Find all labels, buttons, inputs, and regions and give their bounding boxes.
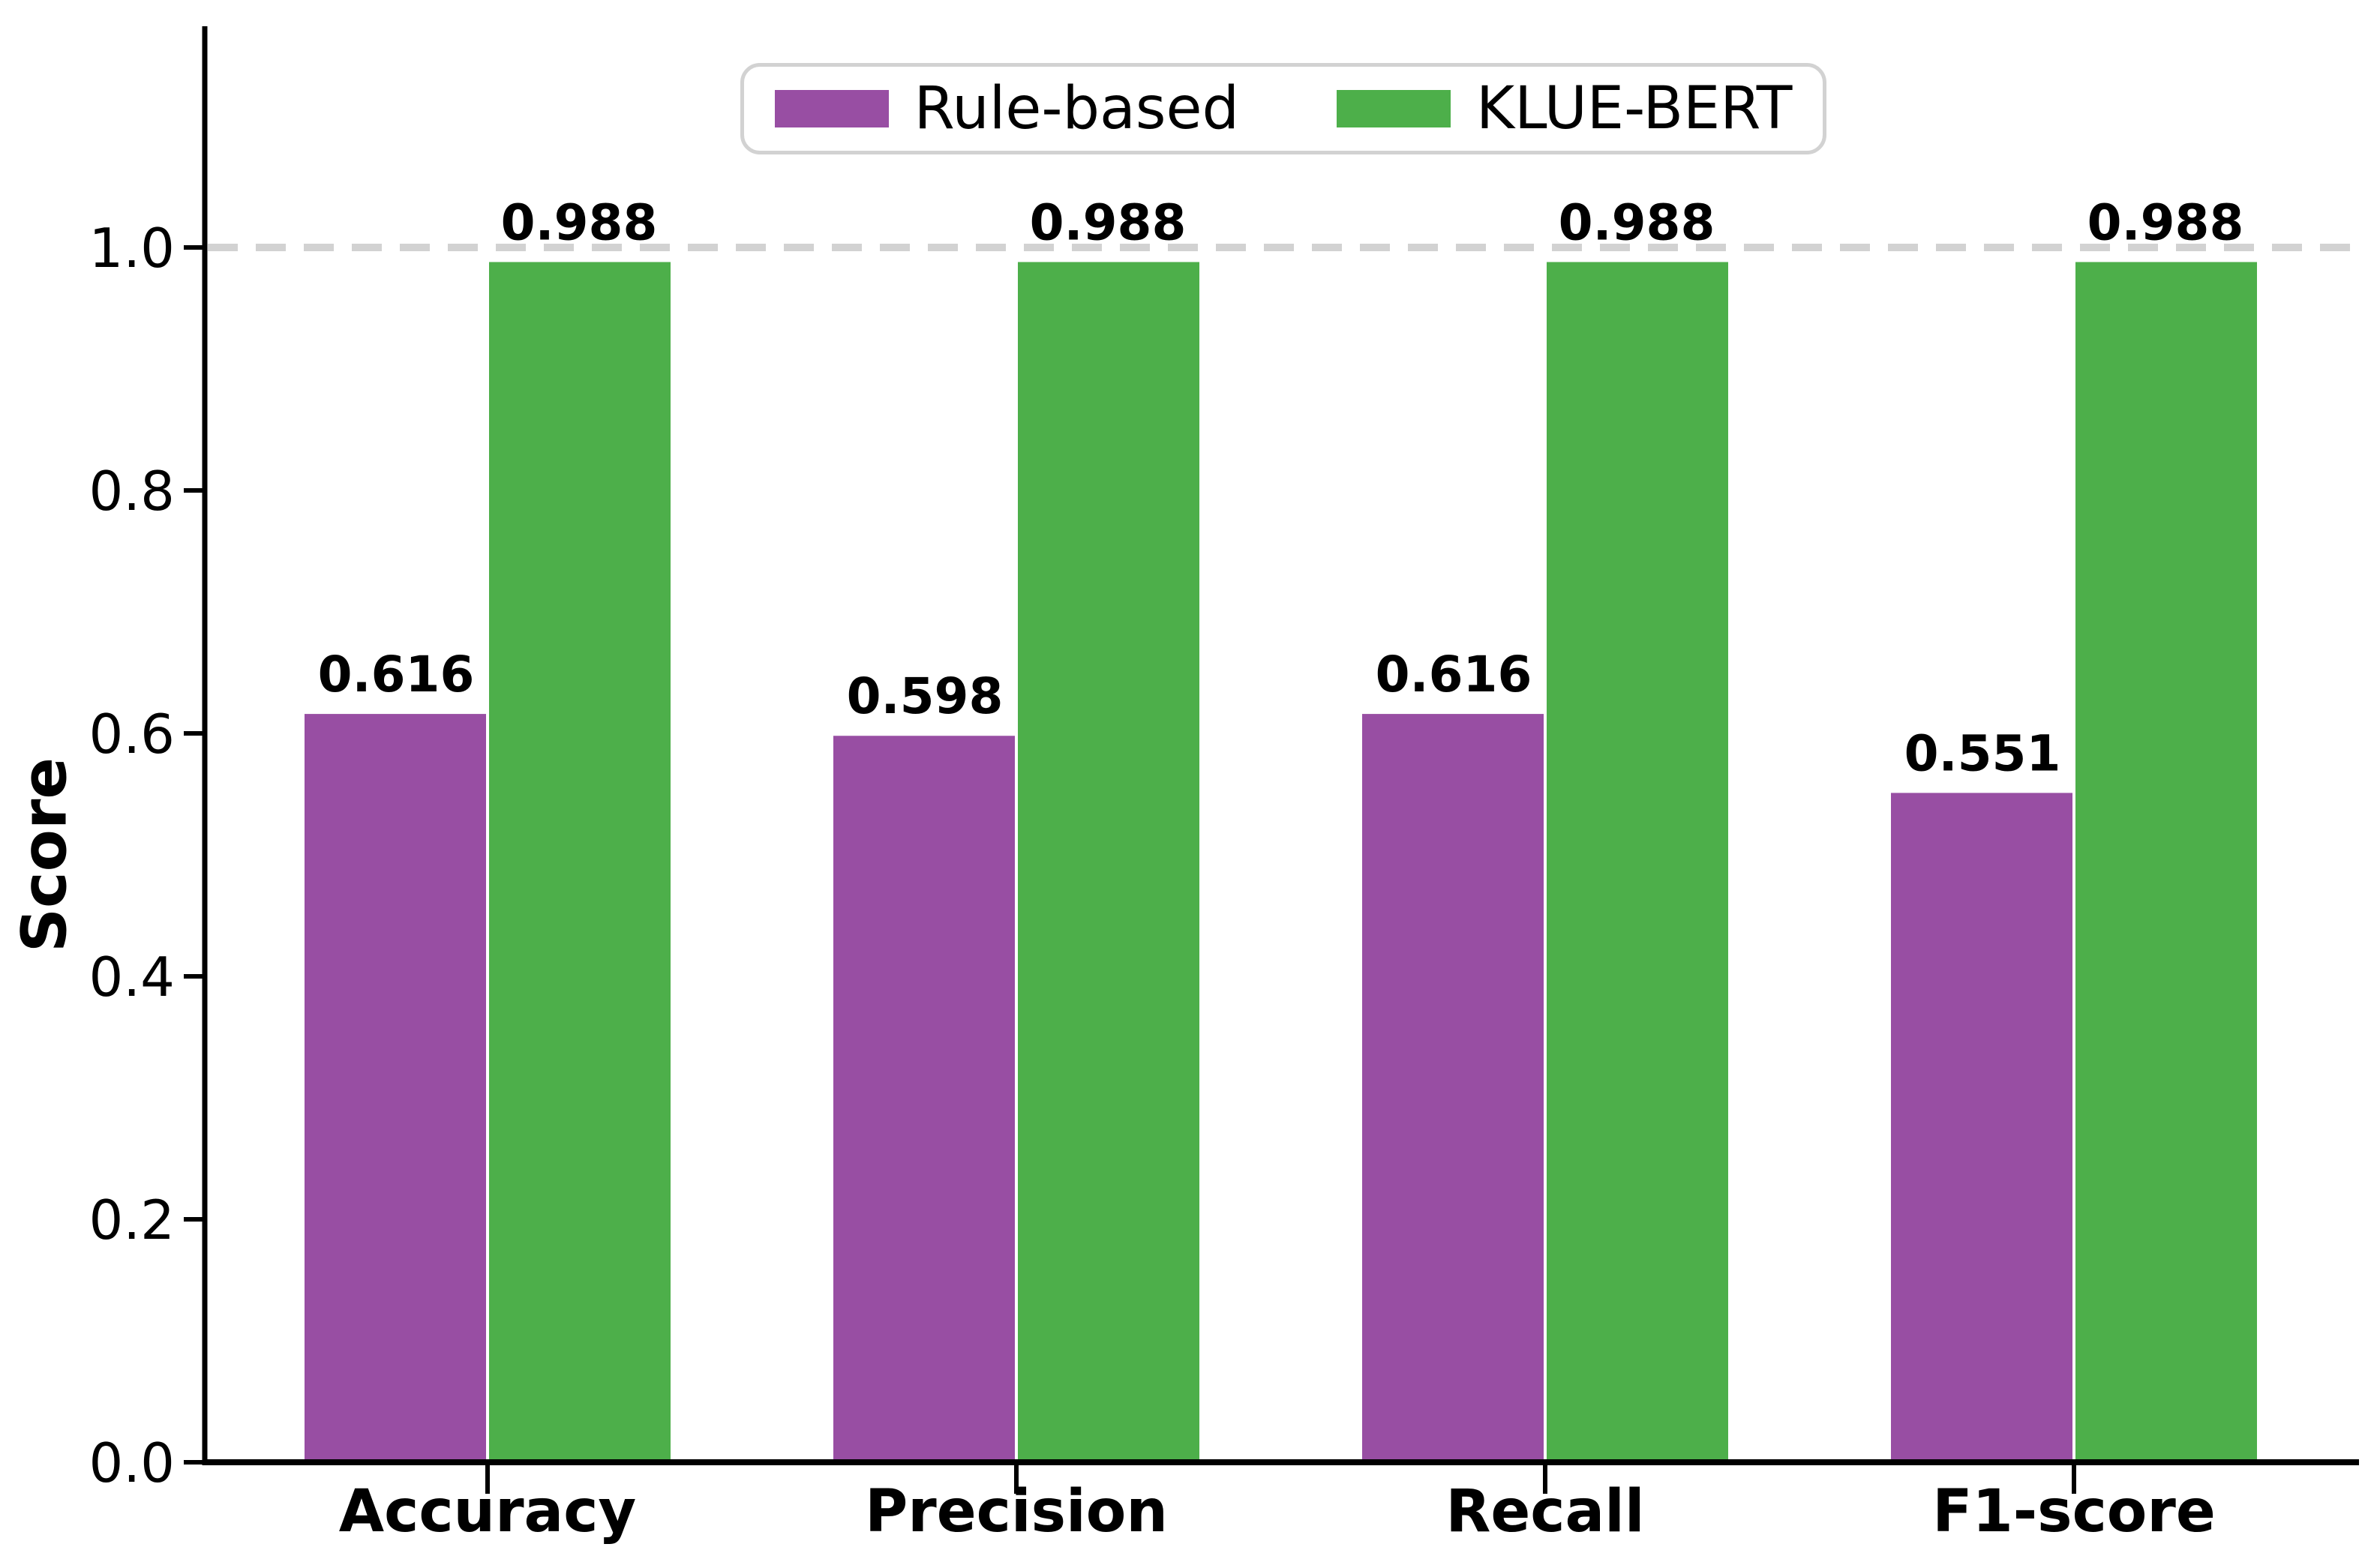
- bar-rule-based-accuracy: [305, 714, 486, 1462]
- y-tick-label: 0.8: [89, 460, 175, 523]
- legend: Rule-based KLUE-BERT: [740, 63, 1826, 154]
- bar-rule-based-precision: [833, 736, 1015, 1462]
- legend-item-rule-based: Rule-based: [774, 75, 1239, 142]
- value-label-rule-based-recall: 0.616: [1376, 646, 1532, 703]
- x-tick-label-f1-score: F1-score: [1932, 1478, 2216, 1546]
- value-label-klue-bert-f1-score: 0.988: [2087, 193, 2244, 251]
- legend-item-klue-bert: KLUE-BERT: [1336, 75, 1793, 142]
- bar-klue-bert-precision: [1018, 262, 1199, 1463]
- bar-klue-bert-recall: [1547, 262, 1728, 1463]
- bar-rule-based-recall: [1362, 714, 1544, 1462]
- legend-swatch-rule-based: [774, 90, 889, 127]
- y-axis-title: Score: [9, 757, 81, 953]
- x-tick-label-accuracy: Accuracy: [339, 1478, 637, 1546]
- y-tick-label: 0.2: [89, 1189, 175, 1252]
- value-label-rule-based-accuracy: 0.616: [318, 646, 475, 703]
- value-label-klue-bert-accuracy: 0.988: [501, 193, 658, 251]
- bar-klue-bert-accuracy: [489, 262, 671, 1463]
- value-label-klue-bert-precision: 0.988: [1030, 193, 1187, 251]
- bar-rule-based-f1-score: [1891, 793, 2072, 1462]
- x-tick-label-precision: Precision: [865, 1478, 1168, 1546]
- legend-swatch-klue-bert: [1336, 90, 1451, 127]
- legend-label-rule-based: Rule-based: [914, 75, 1239, 142]
- y-tick-label: 0.0: [89, 1432, 175, 1495]
- value-label-rule-based-f1-score: 0.551: [1904, 724, 2061, 782]
- value-label-klue-bert-recall: 0.988: [1559, 193, 1715, 251]
- x-tick-label-recall: Recall: [1445, 1478, 1644, 1546]
- y-tick-label: 1.0: [89, 217, 175, 280]
- legend-label-klue-bert: KLUE-BERT: [1475, 75, 1793, 142]
- value-label-rule-based-precision: 0.598: [847, 667, 1004, 725]
- y-tick-label: 0.4: [89, 946, 175, 1009]
- bar-klue-bert-f1-score: [2075, 262, 2257, 1463]
- y-tick-label: 0.6: [89, 703, 175, 766]
